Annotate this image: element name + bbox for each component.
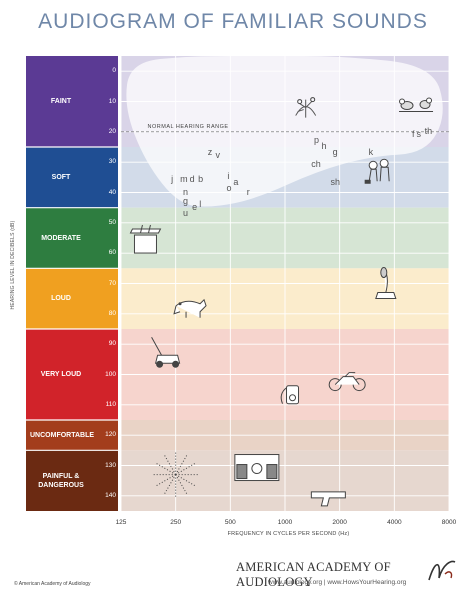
y-tick-label: 110 (105, 400, 116, 408)
x-tick-label: 250 (170, 519, 182, 526)
y-tick-label: 10 (108, 97, 116, 105)
y-tick-label: 100 (105, 370, 116, 378)
brand-name: AMERICAN ACADEMY OF AUDIOLOGY (236, 560, 391, 589)
x-tick-label: 8000 (441, 519, 457, 526)
shotgun-icon (310, 491, 346, 507)
academy-logo-icon (428, 560, 456, 581)
y-tick-label: 60 (108, 249, 116, 257)
band-label: UNCOMFORTABLE (30, 431, 95, 439)
band-label: FAINT (50, 98, 72, 105)
phoneme-label: j (171, 174, 174, 185)
phoneme-label: m (180, 174, 188, 185)
mp3-player-icon (280, 385, 300, 405)
phoneme-label: u (183, 207, 189, 218)
phoneme-label: z (207, 147, 213, 158)
phoneme-label: th (424, 125, 433, 136)
y-tick-label: 20 (108, 127, 116, 135)
phoneme-label: k (368, 147, 374, 158)
x-tick-label: 2000 (332, 519, 347, 526)
leaves-rustling-icon (295, 97, 317, 118)
x-tick-label: 125 (115, 519, 127, 526)
band-label: LOUD (51, 295, 71, 303)
phoneme-label: s (416, 128, 421, 139)
y-axis-title: HEARING LEVEL IN DECIBELS (dB) (10, 220, 16, 310)
y-tick-label: 120 (105, 431, 116, 439)
band-side-4 (26, 329, 118, 420)
people-whispering-icon (364, 158, 390, 184)
fireworks-icon (153, 452, 198, 497)
band-side-0 (26, 56, 118, 147)
refrigerator-icon (129, 224, 162, 254)
y-tick-label: 90 (108, 340, 116, 348)
band-side-6 (26, 450, 118, 511)
chart-title: AUDIOGRAM OF FAMILIAR SOUNDS (38, 10, 428, 33)
phoneme-label: r (246, 186, 250, 197)
x-axis-title: FREQUENCY IN CYCLES PER SECOND (Hz) (227, 531, 350, 537)
vacuum-cleaner-icon (375, 267, 397, 300)
phoneme-label: p (313, 134, 319, 145)
y-tick-label: 50 (108, 218, 116, 226)
phoneme-label: l (199, 198, 202, 209)
y-tick-label: 70 (108, 279, 116, 287)
dog-barking-icon (173, 298, 207, 318)
phoneme-label: e (192, 201, 198, 212)
phoneme-label: n (183, 186, 189, 197)
phoneme-label: ch (311, 159, 321, 170)
band-side-5 (26, 420, 118, 451)
y-tick-label: 40 (108, 188, 116, 196)
phoneme-label: a (233, 177, 239, 188)
y-tick-label: 80 (108, 309, 116, 317)
motorcycle-icon (328, 372, 366, 392)
phoneme-label: v (215, 150, 220, 161)
phoneme-label: g (183, 195, 189, 206)
band-side-1 (26, 147, 118, 208)
lawnmower-icon (151, 337, 181, 368)
x-tick-label: 4000 (387, 519, 402, 526)
rock-concert-icon (234, 454, 280, 482)
y-tick-label: 30 (108, 158, 116, 166)
phoneme-label: o (226, 183, 232, 194)
phoneme-label: h (321, 141, 327, 151)
band-label: PAINFUL & DANGEROUS (38, 472, 84, 489)
phoneme-label: sh (330, 177, 341, 188)
band-side-2 (26, 207, 118, 269)
band-side-3 (26, 268, 118, 329)
birds-chirping-icon (399, 97, 434, 112)
y-tick-label: 140 (105, 491, 116, 499)
normal-hearing-range-label: NORMAL HEARING RANGE (147, 123, 229, 130)
y-tick-label: 0 (112, 67, 116, 75)
website-links[interactable]: www.audiology.org | www.HowsYourHearing.… (268, 579, 407, 586)
phoneme-label: g (332, 147, 338, 158)
x-tick-label: 500 (224, 519, 236, 526)
phoneme-label: d (189, 174, 195, 185)
band-label: MODERATE (41, 234, 81, 242)
phoneme-label: b (198, 174, 204, 185)
y-tick-label: 130 (105, 461, 116, 469)
copyright-text: © American Academy of Audiology (14, 581, 91, 587)
band-label: SOFT (51, 173, 71, 181)
band-label: VERY LOUD (40, 371, 82, 378)
phoneme-label: i (227, 171, 230, 182)
x-tick-label: 1000 (277, 519, 293, 526)
phoneme-label: f (412, 128, 415, 139)
